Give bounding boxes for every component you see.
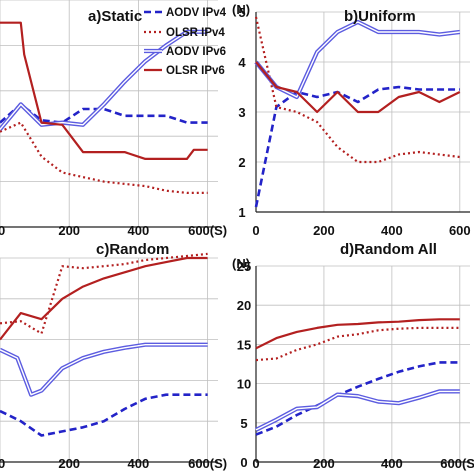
legend-item: AODV IPv6 — [144, 46, 226, 58]
x-tick-label: 200 — [58, 223, 80, 238]
series-line-aodv-ipv4 — [0, 393, 208, 437]
legend-label: OLSR IPv4 — [166, 27, 225, 39]
x-tick-label: 200 — [58, 456, 80, 471]
series-path — [254, 16, 460, 164]
series-path — [0, 121, 208, 194]
series-path — [0, 21, 208, 160]
x-tick-label: 600 — [449, 223, 471, 238]
y-tick-label: 20 — [237, 298, 251, 313]
series-line-olsr-ipv4 — [255, 326, 460, 362]
series-line-olsr-ipv6 — [255, 61, 461, 114]
series-line-aodv-ipv6 — [255, 389, 460, 432]
y-tick-label: 25 — [237, 259, 251, 274]
y-tick-label: 0 — [240, 455, 247, 470]
y-tick-label: 2 — [238, 155, 245, 170]
x-tick-label: 200 — [313, 456, 335, 471]
series-line-olsr-ipv4 — [0, 121, 208, 194]
series-line-aodv-ipv4 — [0, 103, 208, 124]
series-path — [254, 85, 460, 208]
series-line-aodv-ipv6 — [0, 342, 208, 397]
series-path-inner — [0, 344, 208, 396]
legend-label: AODV IPv6 — [166, 46, 226, 58]
series-path — [255, 318, 460, 350]
legend: AODV IPv4 OLSR IPv4 AODV IPv6 OLSR IPv6 — [144, 7, 227, 77]
series-line-olsr-ipv6 — [255, 318, 460, 350]
series-path-inner — [255, 21, 460, 98]
y-tick-label: 3 — [238, 105, 245, 120]
y-axis-label: (N) — [232, 2, 250, 17]
chart-panel-3: 0 200 400 600(S) c)Random — [0, 241, 227, 471]
series-path — [255, 61, 461, 114]
x-tick-label: 0 — [252, 223, 259, 238]
y-tick-label: 5 — [238, 5, 245, 20]
series-path-inner — [0, 31, 208, 130]
chart-title: d)Random All — [340, 241, 437, 258]
series-path-inner — [255, 390, 460, 431]
legend-item: OLSR IPv4 — [144, 27, 225, 39]
series-path — [255, 361, 460, 436]
series-path — [0, 103, 208, 124]
x-tick-label: 200 — [313, 223, 335, 238]
x-tick-label: 400 — [128, 223, 150, 238]
series-line-olsr-ipv6 — [0, 256, 208, 341]
series-path — [0, 252, 208, 335]
series-path — [0, 393, 208, 437]
series-line-aodv-ipv4 — [254, 85, 460, 208]
y-tick-label: 10 — [237, 377, 251, 392]
series-line-olsr-ipv4 — [0, 252, 208, 335]
series-line-aodv-ipv6 — [254, 19, 461, 100]
legend-item: AODV IPv4 — [144, 7, 227, 19]
chart-title: c)Random — [96, 241, 169, 258]
x-tick-label: 0 — [252, 456, 259, 471]
legend-label: AODV IPv4 — [166, 7, 227, 19]
x-tick-label: 600(S) — [440, 456, 474, 471]
series-line-olsr-ipv6 — [0, 21, 208, 160]
legend-label: OLSR IPv6 — [166, 65, 225, 77]
y-axis-label: (N) — [232, 256, 250, 271]
series-path — [0, 256, 208, 341]
x-tick-label: 600(S) — [188, 456, 227, 471]
y-tick-label: 15 — [237, 337, 251, 352]
x-tick-label: 0 — [0, 456, 5, 471]
legend-item: OLSR IPv6 — [144, 65, 225, 77]
x-tick-label: 600(S) — [188, 223, 227, 238]
chart-panel-4: 0 200 400 600(S) 0 5 10 15 20 25(N) d)Random All — [232, 241, 474, 471]
series-line-aodv-ipv4 — [255, 361, 460, 436]
x-tick-label: 400 — [128, 456, 150, 471]
x-tick-label: 0 — [0, 223, 5, 238]
x-tick-label: 400 — [381, 456, 403, 471]
y-tick-label: 5 — [240, 416, 247, 431]
chart-panel-2: 0 200 400 600 1 2 3 4 5(N) b)Uniform — [232, 2, 471, 238]
series-line-aodv-ipv6 — [0, 29, 208, 131]
chart-title: b)Uniform — [344, 8, 416, 25]
y-tick-label: 1 — [238, 205, 245, 220]
y-tick-label: 4 — [238, 55, 246, 70]
series-line-olsr-ipv4 — [254, 16, 460, 164]
series-path-outer — [255, 389, 460, 432]
chart-title: a)Static — [88, 8, 142, 25]
x-tick-label: 400 — [381, 223, 403, 238]
series-path — [255, 326, 460, 362]
